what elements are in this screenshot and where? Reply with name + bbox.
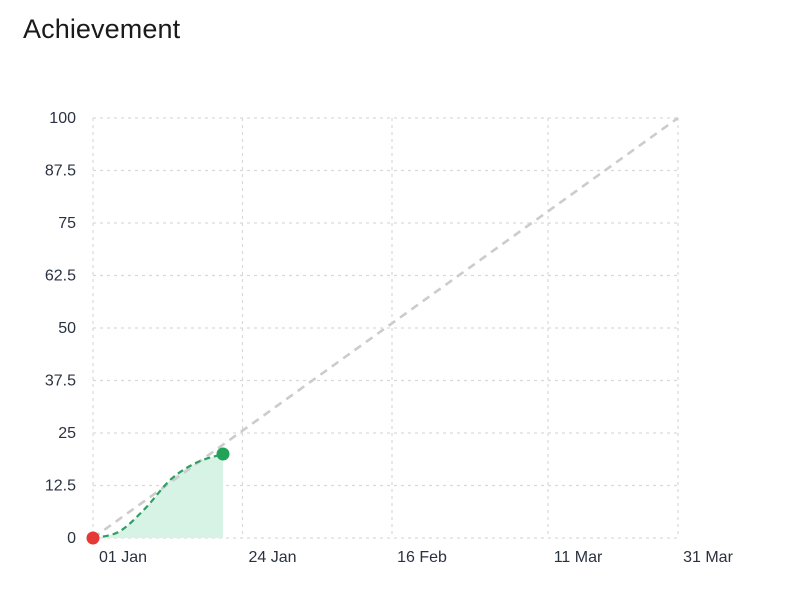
actual-line [92, 452, 224, 540]
current-marker [216, 447, 230, 461]
y-tick-label: 37.5 [45, 373, 76, 390]
actual-area [93, 454, 223, 538]
y-tick-label: 25 [58, 425, 76, 442]
y-tick-label: 50 [58, 320, 76, 337]
markers-layer [86, 447, 230, 545]
x-tick-label: 24 Jan [248, 549, 296, 566]
chart-title: Achievement [23, 14, 181, 44]
y-axis-tick-labels: 0 12.5 25 37.5 50 62.5 75 87.5 100 [45, 110, 76, 547]
series-layer [92, 116, 679, 540]
x-tick-label: 11 Mar [554, 549, 603, 566]
x-tick-label: 31 Mar [683, 549, 733, 566]
y-tick-label: 100 [49, 110, 76, 127]
x-tick-label: 01 Jan [99, 549, 147, 566]
y-tick-label: 0 [67, 530, 76, 547]
x-axis-tick-labels: 01 Jan 24 Jan 16 Feb 11 Mar 31 Mar [99, 549, 734, 566]
y-tick-label: 62.5 [45, 268, 76, 285]
y-tick-label: 87.5 [45, 163, 76, 180]
grid-lines [92, 117, 679, 539]
start-marker [86, 531, 100, 545]
x-tick-label: 16 Feb [397, 549, 447, 566]
y-tick-label: 75 [58, 215, 76, 232]
y-tick-label: 12.5 [45, 478, 76, 495]
